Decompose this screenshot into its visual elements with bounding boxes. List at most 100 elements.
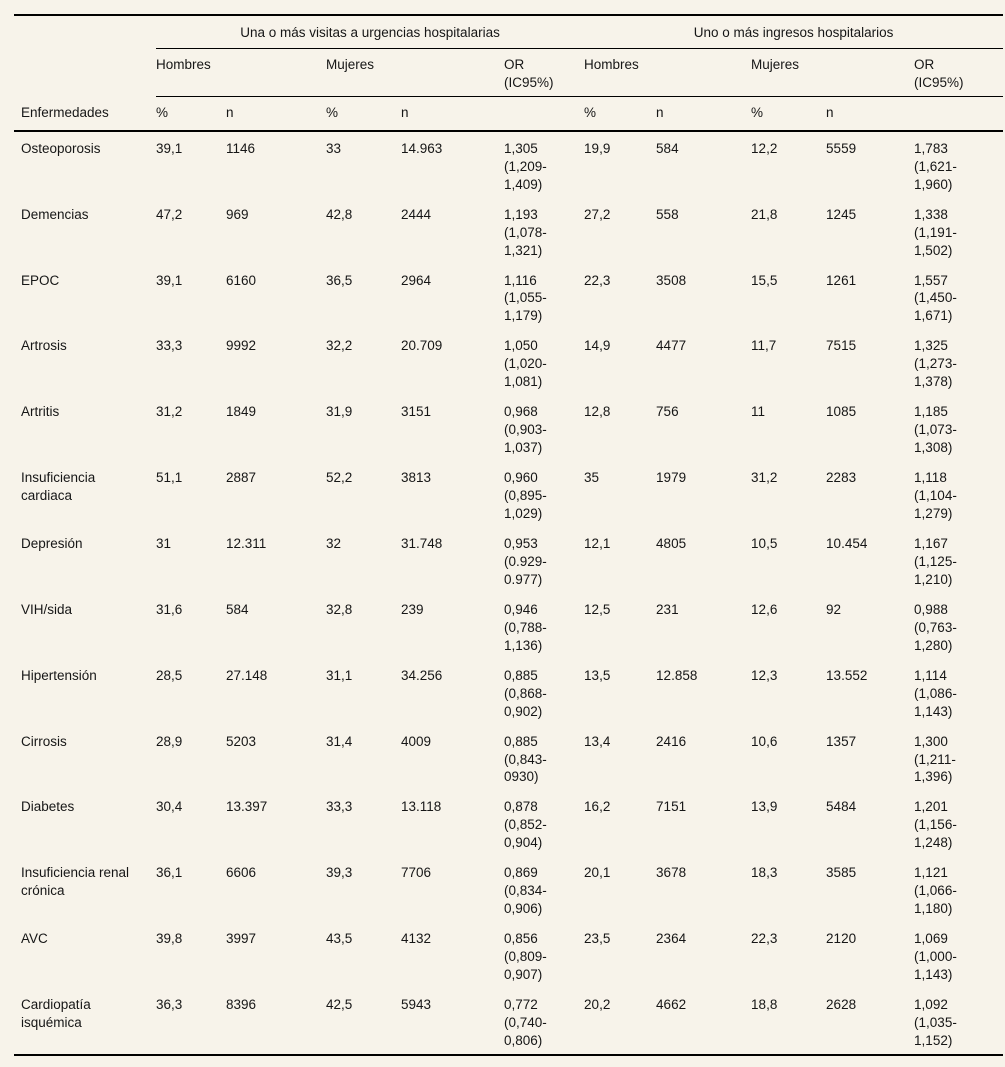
cell-value: 36,1 bbox=[156, 865, 183, 881]
or-value: 1,114 (1,086- 1,143) bbox=[914, 667, 957, 719]
cell-value: 5943 bbox=[401, 987, 504, 1056]
measure-pct: % bbox=[156, 96, 226, 132]
cell-value: 32,8 bbox=[326, 601, 353, 617]
cell-value: 30,4 bbox=[156, 799, 183, 815]
cell-value: 31,4 bbox=[326, 733, 353, 749]
measure-n: n bbox=[656, 96, 752, 132]
cell-value: 18,3 bbox=[751, 865, 778, 881]
cell-value: 1357 bbox=[826, 733, 857, 749]
cell-value: 31,2 bbox=[156, 404, 183, 420]
cell-value: 239 bbox=[401, 601, 424, 617]
or-value: 0,988 (0,763- 1,280) bbox=[914, 601, 957, 653]
cell-value: 47,2 bbox=[156, 206, 183, 222]
cell-value: 3151 bbox=[401, 404, 432, 420]
or-value: 0,878 (0,852- 0,904) bbox=[504, 799, 547, 851]
cell-value: 32,2 bbox=[326, 338, 353, 354]
cell-value: 3813 bbox=[401, 470, 432, 486]
cell-value: 39,8 bbox=[156, 931, 183, 947]
sub-header-row: Hombres Mujeres OR (IC95%) Hombres Mujer… bbox=[14, 48, 1004, 97]
or-value: 1,338 (1,191- 1,502) bbox=[914, 206, 957, 258]
table-row: Osteoporosis 39,1 1146 33 14.963 1,305 (1,209… bbox=[14, 131, 1003, 198]
cell-value: 4805 bbox=[656, 535, 687, 551]
cell-value: 19,9 bbox=[584, 140, 611, 156]
cell-value: 584 bbox=[656, 140, 679, 156]
cell-value: 12,3 bbox=[751, 667, 778, 683]
cell-value: 20,2 bbox=[584, 987, 657, 1056]
cell-value: 20.709 bbox=[401, 338, 443, 354]
cell-value: 13,9 bbox=[751, 799, 778, 815]
cell-value: 1261 bbox=[826, 272, 857, 288]
disease-name: Artrosis bbox=[21, 338, 67, 354]
cell-value: 51,1 bbox=[156, 470, 183, 486]
or-value: 0,953 (0.929- 0.977) bbox=[504, 535, 547, 587]
table-row: Artritis 31,2 1849 31,9 3151 0,968 (0,903- 1,… bbox=[14, 395, 1003, 461]
cell-value: 42,8 bbox=[326, 206, 353, 222]
disease-name: Cirrosis bbox=[21, 733, 67, 749]
cell-value: 756 bbox=[656, 404, 679, 420]
table-row: AVC 39,8 3997 43,5 4132 0,856 (0,809- 0,907) 2… bbox=[14, 922, 1003, 988]
cell-value: 39,1 bbox=[156, 140, 183, 156]
or-value: 1,092 (1,035- 1,152) bbox=[914, 987, 1004, 1056]
or-value: 1,185 (1,073- 1,308) bbox=[914, 404, 957, 456]
cell-value: 52,2 bbox=[326, 470, 353, 486]
cell-value: 33,3 bbox=[326, 799, 353, 815]
cell-value: 21,8 bbox=[751, 206, 778, 222]
cell-value: 2416 bbox=[656, 733, 687, 749]
cell-value: 31,6 bbox=[156, 601, 183, 617]
disease-name: VIH/sida bbox=[21, 601, 73, 617]
disease-name: AVC bbox=[21, 931, 48, 947]
cell-value: 22,3 bbox=[584, 272, 611, 288]
cell-value: 39,1 bbox=[156, 272, 183, 288]
or-value: 1,325 (1,273- 1,378) bbox=[914, 338, 957, 390]
table-row: Cirrosis 28,9 5203 31,4 4009 0,885 (0,843- 09… bbox=[14, 725, 1003, 791]
or-value: 1,167 (1,125- 1,210) bbox=[914, 535, 957, 587]
or-value: 1,193 (1,078- 1,321) bbox=[504, 206, 547, 258]
disease-name: Diabetes bbox=[21, 799, 75, 815]
cell-value: 5484 bbox=[826, 799, 857, 815]
table-row: Depresión 31 12.311 32 31.748 0,953 (0.929- 0… bbox=[14, 527, 1003, 593]
cell-value: 35 bbox=[584, 470, 600, 486]
cell-value: 23,5 bbox=[584, 931, 611, 947]
table-header: Una o más visitas a urgencias hospitalar… bbox=[14, 15, 1004, 132]
group-header-ingresos: Uno o más ingresos hospitalarios bbox=[584, 15, 1004, 49]
cell-value: 31 bbox=[156, 535, 172, 551]
blank-cell bbox=[914, 96, 1004, 132]
group-header-row: Una o más visitas a urgencias hospitalar… bbox=[14, 15, 1004, 49]
or-value: 1,305 (1,209- 1,409) bbox=[504, 140, 547, 192]
cell-value: 6606 bbox=[226, 865, 257, 881]
subheader-mujeres-ingresos: Mujeres bbox=[751, 48, 915, 97]
disease-name: EPOC bbox=[21, 272, 60, 288]
or-value: 0,885 (0,843- 0930) bbox=[504, 733, 547, 785]
cell-value: 15,5 bbox=[751, 272, 778, 288]
cell-value: 28,5 bbox=[156, 667, 183, 683]
cell-value: 2887 bbox=[226, 470, 257, 486]
table-row: Artrosis 33,3 9992 32,2 20.709 1,050 (1,020- … bbox=[14, 329, 1003, 395]
table-row: Insuficiencia cardiaca 51,1 2887 52,2 3813 0,… bbox=[14, 461, 1003, 527]
cell-value: 10,6 bbox=[751, 733, 778, 749]
table-row: EPOC 39,1 6160 36,5 2964 1,116 (1,055- 1,179)… bbox=[14, 264, 1003, 330]
cell-value: 34.256 bbox=[401, 667, 443, 683]
cell-value: 12,5 bbox=[584, 601, 611, 617]
or-value: 1,201 (1,156- 1,248) bbox=[914, 799, 957, 851]
cell-value: 92 bbox=[826, 601, 842, 617]
cell-value: 3997 bbox=[226, 931, 257, 947]
cell-value: 12.858 bbox=[656, 667, 698, 683]
measure-n: n bbox=[401, 96, 504, 132]
cell-value: 12.311 bbox=[226, 535, 267, 551]
cell-value: 12,6 bbox=[751, 601, 778, 617]
cell-value: 4662 bbox=[656, 987, 752, 1056]
cell-value: 32 bbox=[326, 535, 342, 551]
cell-value: 20,1 bbox=[584, 865, 611, 881]
disease-name: Insuficiencia renal crónica bbox=[21, 865, 130, 899]
or-value: 0,960 (0,895- 1,029) bbox=[504, 470, 547, 522]
table-row: VIH/sida 31,6 584 32,8 239 0,946 (0,788- 1,13… bbox=[14, 593, 1003, 659]
cell-value: 5559 bbox=[826, 140, 857, 156]
cell-value: 39,3 bbox=[326, 865, 353, 881]
subheader-hombres-ingresos: Hombres bbox=[584, 48, 752, 97]
table-row: Insuficiencia renal crónica 36,1 6606 39,3 7… bbox=[14, 856, 1003, 922]
cell-value: 2444 bbox=[401, 206, 432, 222]
cell-value: 12,2 bbox=[751, 140, 778, 156]
cell-value: 11,7 bbox=[751, 338, 777, 354]
or-value: 1,557 (1,450- 1,671) bbox=[914, 272, 957, 324]
